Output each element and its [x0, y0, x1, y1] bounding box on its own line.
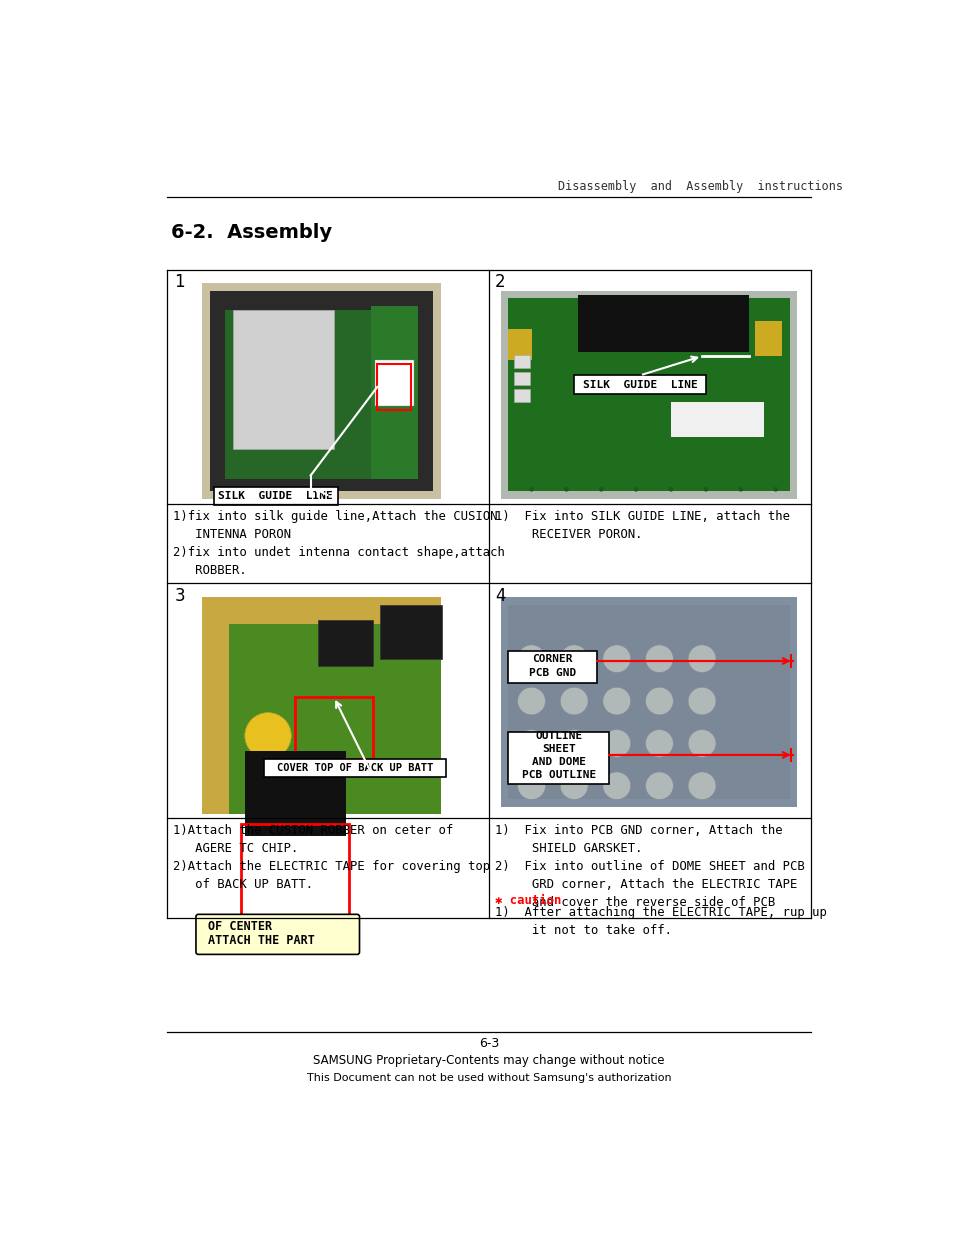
Bar [500, 597, 797, 806]
FancyBboxPatch shape [195, 914, 359, 955]
Bar [508, 330, 531, 359]
Bar [245, 751, 345, 836]
FancyBboxPatch shape [574, 375, 705, 394]
Text: SAMSUNG Proprietary-Contents may change without notice: SAMSUNG Proprietary-Contents may change … [313, 1055, 664, 1067]
Text: OUTLINE: OUTLINE [535, 731, 581, 741]
Bar [210, 290, 433, 490]
Text: SHEET: SHEET [541, 743, 575, 753]
Bar [241, 824, 349, 924]
Circle shape [517, 730, 545, 757]
Bar [578, 294, 748, 352]
FancyBboxPatch shape [264, 758, 446, 777]
Bar [318, 620, 373, 667]
Text: CORNER: CORNER [532, 655, 573, 664]
Bar [508, 299, 789, 490]
Text: PCB GND: PCB GND [529, 668, 576, 678]
Circle shape [687, 687, 716, 715]
Bar [371, 306, 417, 479]
Circle shape [517, 772, 545, 799]
Bar [754, 321, 781, 356]
Circle shape [687, 645, 716, 673]
Circle shape [559, 772, 587, 799]
Circle shape [645, 687, 673, 715]
Text: 6-2.  Assembly: 6-2. Assembly [171, 224, 332, 242]
Circle shape [602, 772, 630, 799]
Text: ✱ caution: ✱ caution [495, 894, 561, 906]
Circle shape [559, 730, 587, 757]
Text: 3: 3 [174, 588, 185, 605]
Bar [500, 290, 797, 499]
Circle shape [602, 730, 630, 757]
Circle shape [245, 713, 291, 758]
Bar [202, 597, 229, 814]
Bar [225, 310, 386, 479]
Circle shape [633, 487, 638, 492]
Text: 1)fix into silk guide line,Attach the CUSION
   INTENNA PORON
2)fix into undet i: 1)fix into silk guide line,Attach the CU… [173, 510, 505, 577]
Text: OF CENTER: OF CENTER [208, 920, 272, 934]
Bar [233, 310, 334, 448]
Circle shape [517, 645, 545, 673]
Circle shape [703, 487, 707, 492]
Text: 1: 1 [174, 273, 185, 291]
Bar [514, 372, 530, 384]
Text: SILK  GUIDE  LINE: SILK GUIDE LINE [582, 379, 697, 389]
Circle shape [559, 645, 587, 673]
Circle shape [559, 687, 587, 715]
Circle shape [645, 772, 673, 799]
Text: 1)  Fix into PCB GND corner, Attach the
     SHIELD GARSKET.
2)  Fix into outlin: 1) Fix into PCB GND corner, Attach the S… [495, 824, 804, 909]
Circle shape [645, 730, 673, 757]
Circle shape [598, 487, 603, 492]
FancyBboxPatch shape [213, 487, 337, 505]
Bar [514, 356, 530, 368]
Bar [377, 364, 411, 410]
Bar [508, 605, 789, 799]
FancyBboxPatch shape [508, 732, 608, 784]
Circle shape [517, 687, 545, 715]
Circle shape [529, 487, 534, 492]
Text: This Document can not be used without Samsung's authorization: This Document can not be used without Sa… [306, 1072, 671, 1083]
Circle shape [563, 487, 568, 492]
Text: ATTACH THE PART: ATTACH THE PART [208, 934, 314, 947]
Text: Disassembly  and  Assembly  instructions: Disassembly and Assembly instructions [558, 180, 842, 193]
Circle shape [687, 730, 716, 757]
Bar [380, 605, 442, 658]
Text: 1)Attach the CUSION ROBBER on ceter of
   AGERE TC CHIP.
2)Attach the ELECTRIC T: 1)Attach the CUSION ROBBER on ceter of A… [173, 824, 490, 892]
Circle shape [773, 487, 778, 492]
Circle shape [687, 772, 716, 799]
Text: SILK  GUIDE  LINE: SILK GUIDE LINE [218, 492, 333, 501]
Circle shape [668, 487, 673, 492]
Text: 4: 4 [495, 588, 505, 605]
Bar [202, 597, 440, 814]
Text: 1)  Fix into SILK GUIDE LINE, attach the
     RECEIVER PORON.: 1) Fix into SILK GUIDE LINE, attach the … [495, 510, 789, 541]
FancyBboxPatch shape [508, 651, 597, 683]
Circle shape [645, 645, 673, 673]
Text: 2: 2 [495, 273, 505, 291]
Circle shape [602, 687, 630, 715]
Circle shape [602, 645, 630, 673]
Text: AND DOME: AND DOME [531, 757, 585, 767]
Text: COVER TOP OF BACK UP BATT: COVER TOP OF BACK UP BATT [276, 763, 433, 773]
Circle shape [738, 487, 742, 492]
Bar [294, 698, 373, 758]
Text: PCB OUTLINE: PCB OUTLINE [521, 769, 596, 781]
Bar [202, 597, 440, 624]
Bar [514, 389, 530, 401]
Text: 1)  After attaching the ELECTRIC TAPE, rup up
     it not to take off.: 1) After attaching the ELECTRIC TAPE, ru… [495, 906, 826, 937]
Text: 6-3: 6-3 [478, 1037, 498, 1050]
Bar [670, 403, 763, 437]
Bar [202, 283, 440, 499]
Bar [375, 359, 414, 406]
